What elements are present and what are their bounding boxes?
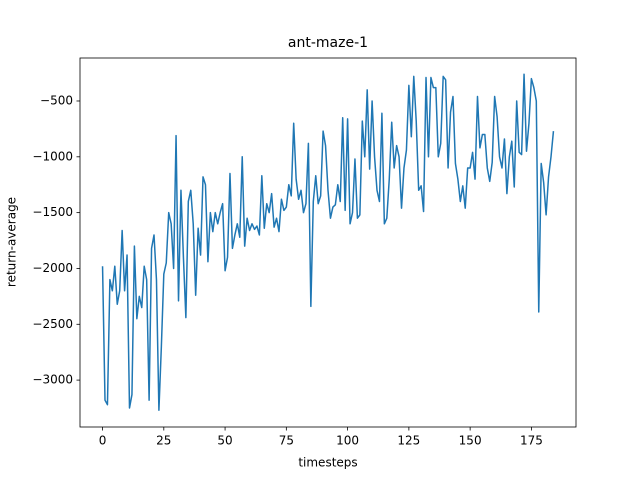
x-tick-label: 150 (459, 434, 482, 448)
y-tick-label: −1000 (32, 149, 73, 163)
y-axis-label: return-average (5, 197, 19, 287)
x-axis-label: timesteps (298, 456, 357, 470)
x-tick-label: 0 (99, 434, 107, 448)
plot-frame (79, 57, 577, 428)
y-tick-label: −2500 (32, 317, 73, 331)
y-tick-label: −500 (40, 93, 73, 107)
y-tick-label: −2000 (32, 261, 73, 275)
x-tick-label: 125 (397, 434, 420, 448)
x-tick-label: 175 (520, 434, 543, 448)
x-tick-label: 100 (336, 434, 359, 448)
y-tick-label: −1500 (32, 205, 73, 219)
data-line (101, 73, 555, 411)
x-tick-label: 25 (156, 434, 171, 448)
x-tick-label: 75 (279, 434, 294, 448)
x-tick-label: 50 (217, 434, 232, 448)
y-tick-label: −3000 (32, 373, 73, 387)
chart-title: ant-maze-1 (288, 35, 368, 51)
